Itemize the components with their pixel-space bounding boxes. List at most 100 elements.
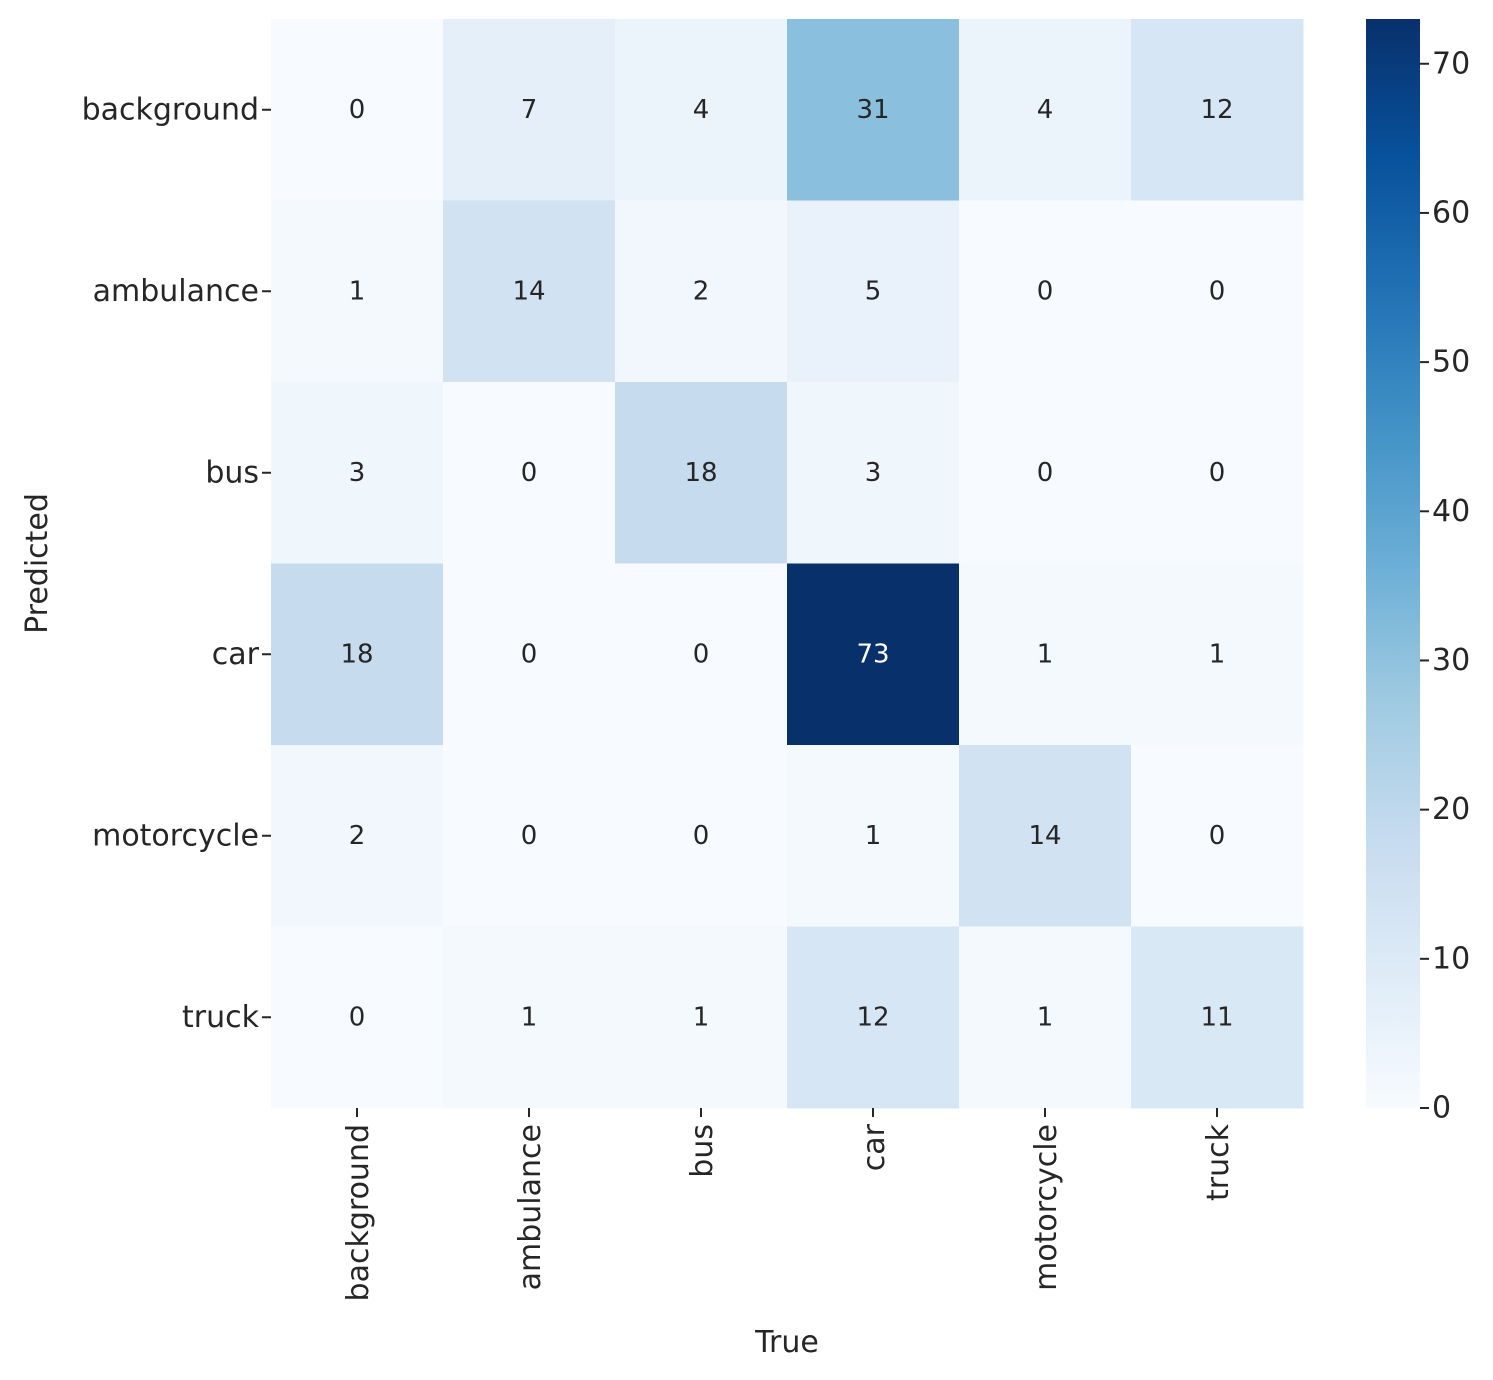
heatmap-cell-motorcycle-motorcycle [959, 745, 1132, 927]
cell-value-label: 3 [349, 458, 366, 488]
cell-value-label: 0 [1037, 458, 1054, 488]
heatmap-cell-motorcycle-truck [1131, 745, 1304, 927]
heatmap-cell-motorcycle-bus [615, 745, 788, 927]
cell-value-label: 0 [349, 95, 366, 125]
y-tick-label-car: car [212, 637, 260, 672]
colorbar-tick-label: 20 [1432, 792, 1470, 827]
cell-value-label: 1 [1037, 1002, 1054, 1032]
heatmap-cell-background-car [787, 19, 960, 201]
heatmap-cell-bus-bus [615, 382, 788, 564]
cell-value-label: 73 [856, 639, 889, 669]
cell-value-label: 1 [1037, 639, 1054, 669]
cell-value-label: 4 [1037, 95, 1054, 125]
y-tick-label-motorcycle: motorcycle [92, 818, 259, 853]
cell-value-label: 0 [521, 821, 538, 851]
cell-value-label: 12 [1200, 95, 1233, 125]
colorbar-tick-label: 70 [1432, 46, 1470, 81]
heatmap-cell-truck-bus [615, 926, 788, 1109]
heatmap-cell-motorcycle-background [271, 745, 444, 927]
heatmap-cell-bus-ambulance [443, 382, 616, 564]
heatmap-cell-ambulance-bus [615, 200, 788, 383]
cell-value-label: 0 [1209, 276, 1226, 306]
heatmap-cell-background-motorcycle [959, 19, 1132, 201]
x-tick-label-background: background [341, 1124, 376, 1301]
cell-value-label: 18 [340, 639, 373, 669]
heatmap-cell-truck-car [787, 926, 960, 1109]
cell-value-label: 0 [1037, 276, 1054, 306]
y-tick-label-truck: truck [182, 1000, 260, 1035]
cell-value-label: 0 [521, 458, 538, 488]
heatmap-cell-ambulance-motorcycle [959, 200, 1132, 383]
heatmap-cell-motorcycle-car [787, 745, 960, 927]
heatmap-cell-bus-background [271, 382, 444, 564]
cell-value-label: 18 [684, 458, 717, 488]
heatmap-cell-background-bus [615, 19, 788, 201]
cell-value-label: 1 [865, 821, 882, 851]
heatmap-cell-ambulance-background [271, 200, 444, 383]
colorbar-tick-label: 60 [1432, 195, 1470, 230]
cell-value-label: 1 [693, 1002, 710, 1032]
heatmap-cell-background-background [271, 19, 444, 201]
x-tick-label-bus: bus [685, 1124, 720, 1178]
cell-value-label: 4 [693, 95, 710, 125]
cell-value-label: 5 [865, 276, 882, 306]
cell-value-label: 14 [512, 276, 545, 306]
heatmap-cell-truck-motorcycle [959, 926, 1132, 1109]
cell-value-label: 0 [693, 821, 710, 851]
heatmap-cells [271, 19, 1304, 1109]
colorbar-tick-label: 0 [1432, 1091, 1451, 1126]
heatmap-cell-car-background [271, 563, 444, 746]
heatmap-cell-truck-ambulance [443, 926, 616, 1109]
x-axis-ticks: background ambulance bus car motorcycle truck [341, 1108, 1236, 1301]
heatmap-cell-background-ambulance [443, 19, 616, 201]
heatmap-cell-background-truck [1131, 19, 1304, 201]
cell-value-label: 0 [693, 639, 710, 669]
cell-value-label: 0 [1209, 821, 1226, 851]
heatmap-cell-truck-truck [1131, 926, 1304, 1109]
cell-value-label: 1 [1209, 639, 1226, 669]
cell-value-label: 1 [521, 1002, 538, 1032]
colorbar-tick-label: 30 [1432, 643, 1470, 678]
heatmap-cell-truck-background [271, 926, 444, 1109]
y-axis-title: Predicted [20, 493, 55, 634]
heatmap-cell-bus-motorcycle [959, 382, 1132, 564]
colorbar-tick-label: 40 [1432, 494, 1470, 529]
colorbar-ticks: 0 10 20 30 40 50 60 70 [1420, 46, 1470, 1126]
heatmap-cell-ambulance-car [787, 200, 960, 383]
y-tick-label-bus: bus [205, 455, 259, 490]
y-tick-label-ambulance: ambulance [93, 274, 259, 309]
heatmap-cell-car-truck [1131, 563, 1304, 746]
cell-value-label: 0 [521, 639, 538, 669]
cell-value-label: 2 [693, 276, 710, 306]
heatmap-cell-bus-car [787, 382, 960, 564]
heatmap-cell-car-bus [615, 563, 788, 746]
heatmap-cell-motorcycle-ambulance [443, 745, 616, 927]
cell-value-label: 2 [349, 821, 366, 851]
heatmap-cell-ambulance-truck [1131, 200, 1304, 383]
x-tick-label-car: car [857, 1123, 892, 1171]
heatmap-cell-ambulance-ambulance [443, 200, 616, 383]
heatmap-cell-car-car [787, 563, 960, 746]
x-tick-label-motorcycle: motorcycle [1029, 1124, 1064, 1291]
cell-value-label: 12 [856, 1002, 889, 1032]
cell-value-label: 31 [856, 95, 889, 125]
cell-value-label: 1 [349, 276, 366, 306]
colorbar-tick-label: 10 [1432, 941, 1470, 976]
heatmap-cell-labels: 0 7 4 31 4 121 14 2 5 0 03 0 18 3 0 018 0 0 73 1 12 0 0 1 14 00 1 1… [340, 95, 1233, 1033]
cell-value-label: 0 [349, 1002, 366, 1032]
x-tick-label-ambulance: ambulance [513, 1124, 548, 1290]
cell-value-label: 3 [865, 458, 882, 488]
x-axis-title: True [754, 1325, 819, 1360]
heatmap-cell-bus-truck [1131, 382, 1304, 564]
y-axis-ticks: background ambulance bus car motorcycle truck [82, 92, 271, 1035]
cell-value-label: 7 [521, 95, 538, 125]
heatmap-cell-car-ambulance [443, 563, 616, 746]
cell-value-label: 14 [1028, 821, 1061, 851]
cell-value-label: 11 [1200, 1002, 1233, 1032]
cell-value-label: 0 [1209, 458, 1226, 488]
y-tick-label-background: background [82, 92, 259, 127]
x-tick-label-truck: truck [1201, 1123, 1236, 1201]
colorbar-tick-label: 50 [1432, 345, 1470, 380]
heatmap-cell-car-motorcycle [959, 563, 1132, 746]
